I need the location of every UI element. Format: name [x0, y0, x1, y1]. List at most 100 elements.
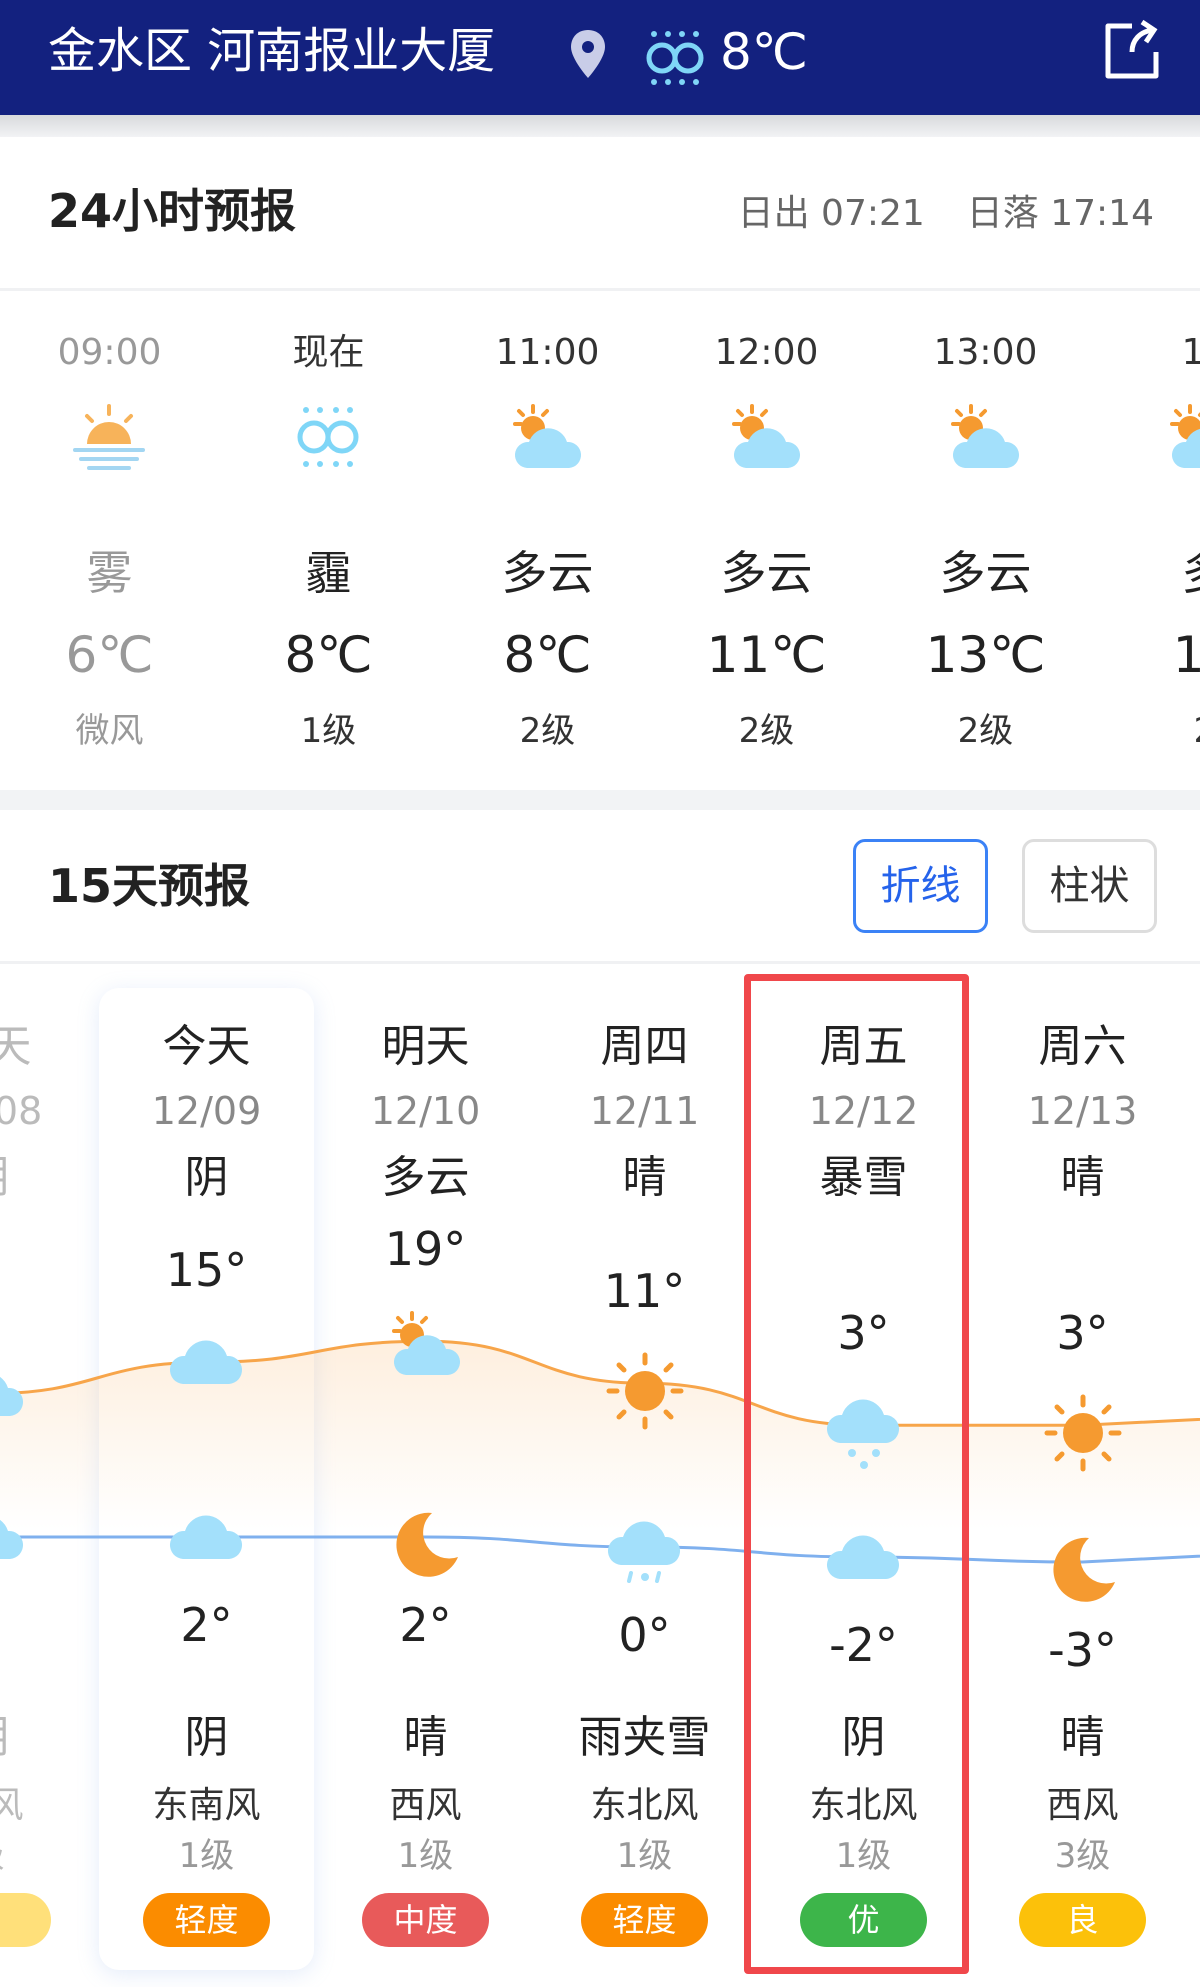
wind-direction: 北风: [0, 1785, 24, 1826]
wind-level: 级: [0, 1836, 97, 1876]
location-pin-icon: [571, 30, 605, 78]
wind-direction: 西风: [389, 1785, 462, 1826]
night-condition: 雨夹雪: [578, 1712, 711, 1763]
wind-level: 1级: [178, 1836, 235, 1876]
wind-level: 1级: [616, 1836, 673, 1876]
hour-condition: 雾: [86, 546, 133, 600]
weekday: 明天: [381, 1021, 470, 1072]
high-temperature: 11°: [603, 1264, 686, 1319]
hour-temperature: 15: [1172, 626, 1200, 684]
date: 12/13: [1027, 1089, 1138, 1133]
wind-direction: 东北风: [809, 1785, 918, 1826]
hour-wind: 1级: [300, 711, 357, 751]
hour-time: 11:00: [495, 332, 600, 373]
day-column[interactable]: 今天 12/09 阴 15° 2° 阴 东南风 1级 轻度: [97, 810, 316, 1987]
hour-wind: 2级: [957, 711, 1014, 751]
high-temp-area: [0, 1341, 1200, 1530]
wind-level: 1级: [835, 1836, 892, 1876]
hour-wind: 2: [1095, 711, 1200, 751]
haze-icon: [288, 402, 368, 472]
hour-temperature: 8℃: [284, 626, 373, 684]
low-temperature: 2°: [180, 1598, 233, 1652]
hour-time: 14: [1181, 332, 1200, 373]
low-temperature: -2°: [829, 1618, 898, 1672]
date: 12/11: [589, 1089, 700, 1133]
cloudy-icon: [0, 1362, 28, 1426]
day-column[interactable]: 周四 12/11 晴 11° 0° 雨夹雪 东北风 1级 轻度: [535, 810, 754, 1987]
hour-wind: 微风: [75, 711, 144, 751]
weekday: 周六: [1038, 1021, 1127, 1072]
hour-condition: 霾: [305, 546, 352, 600]
hour-wind: 2级: [519, 711, 576, 751]
aqi-badge[interactable]: 轻度: [581, 1893, 708, 1947]
hourly-item[interactable]: 09:00 雾 6℃ 微风: [0, 137, 219, 790]
hour-wind: 2级: [738, 711, 795, 751]
partly-cloudy-icon: [507, 402, 587, 472]
hour-condition: 多云: [939, 546, 1032, 600]
moon-icon: [1043, 1530, 1123, 1614]
wind-direction: 东南风: [152, 1785, 261, 1826]
hourly-item[interactable]: 12:00 多云 11℃ 2级: [657, 137, 876, 790]
share-icon[interactable]: [1098, 18, 1164, 84]
sunrise: 日出 07:21: [737, 193, 925, 234]
sunset: 日落 17:14: [966, 193, 1154, 234]
wind-direction: 东北风: [590, 1785, 699, 1826]
wind-level: 1级: [397, 1836, 454, 1876]
day-condition: 多云: [381, 1152, 470, 1203]
aqi-badge[interactable]: 优: [800, 1893, 927, 1947]
divider: [0, 288, 1200, 291]
location-title[interactable]: 金水区 河南报业大厦: [48, 23, 496, 79]
hour-condition: 多云: [720, 546, 813, 600]
section-title: 15天预报: [48, 859, 251, 913]
low-temperature: -3°: [1048, 1623, 1117, 1677]
date: 12/10: [370, 1089, 481, 1133]
hour-time: 现在: [292, 332, 365, 373]
cloudy-icon: [167, 1505, 247, 1569]
sun-icon: [1043, 1393, 1123, 1477]
day-column[interactable]: 明天 12/10 多云 19° 2° 晴 西风 1级 中度: [316, 810, 535, 1987]
aqi-badge[interactable]: [0, 1893, 51, 1947]
selected-day-outline: [744, 974, 969, 1974]
date: 12/12: [808, 1089, 919, 1133]
night-condition: 晴: [1060, 1712, 1105, 1763]
partly-cloudy-icon: [726, 402, 806, 472]
day-column[interactable]: 昨天 12/08 阴 ° ° 阴 北风 级: [0, 810, 97, 1987]
aqi-badge[interactable]: 中度: [362, 1893, 489, 1947]
hour-temperature: 6℃: [65, 626, 154, 684]
snow-icon: [824, 1393, 904, 1477]
daily-list[interactable]: 昨天 12/08 阴 ° ° 阴 北风 级 今天 12/09 阴 15° 2° …: [0, 810, 1200, 1987]
daily-forecast-card: 15天预报 折线 柱状 昨天 12/08 阴 ° ° 阴 北风 级 今天 12/…: [0, 810, 1200, 1987]
high-temperature: 19°: [384, 1222, 467, 1277]
night-condition: 阴: [0, 1712, 97, 1764]
date: 12/09: [151, 1089, 262, 1133]
day-condition: 暴雪: [819, 1152, 908, 1203]
haze-icon: [646, 31, 704, 85]
hour-temperature: 8℃: [503, 626, 592, 684]
bar-view-button[interactable]: 柱状: [1022, 839, 1157, 933]
hourly-item[interactable]: 13:00 多云 13℃ 2级: [876, 137, 1095, 790]
wind-level: 3级: [1054, 1836, 1111, 1876]
hourly-item[interactable]: 11:00 多云 8℃ 2级: [438, 137, 657, 790]
aqi-badge[interactable]: 良: [1019, 1893, 1146, 1947]
hourly-item[interactable]: 14 多 15 2: [1095, 137, 1200, 790]
high-temperature: 3°: [1056, 1306, 1109, 1361]
partly-cloudy-icon: [945, 402, 1025, 472]
low-temperature: 0°: [618, 1608, 671, 1662]
line-view-button[interactable]: 折线: [853, 839, 988, 933]
hourly-forecast-card: 24小时预报 日出 07:21 日落 17:14 09:00 雾 6℃ 微风 现在 …: [0, 137, 1200, 790]
aqi-badge[interactable]: 轻度: [143, 1893, 270, 1947]
high-temperature: °: [0, 1276, 97, 1329]
low-temperature: 2°: [399, 1598, 452, 1652]
hour-temperature: 13℃: [925, 626, 1046, 684]
hour-time: 12:00: [714, 332, 819, 373]
cloudy-icon: [824, 1525, 904, 1589]
hourly-list[interactable]: 09:00 雾 6℃ 微风 现在 霾 8℃ 1级 11:00 多云 8℃ 2级 12:…: [0, 137, 1200, 790]
hourly-item[interactable]: 现在 霾 8℃ 1级: [219, 137, 438, 790]
night-condition: 晴: [403, 1712, 448, 1763]
partly-cloudy-icon: [386, 1309, 466, 1383]
day-condition: 晴: [622, 1152, 667, 1203]
day-condition: 阴: [0, 1152, 97, 1204]
day-column[interactable]: 周五 12/12 暴雪 3° -2° 阴 东北风 1级 优: [754, 810, 973, 1987]
hour-condition: 多: [1095, 547, 1200, 600]
day-column[interactable]: 周六 12/13 晴 3° -3° 晴 西风 3级 良: [973, 810, 1192, 1987]
